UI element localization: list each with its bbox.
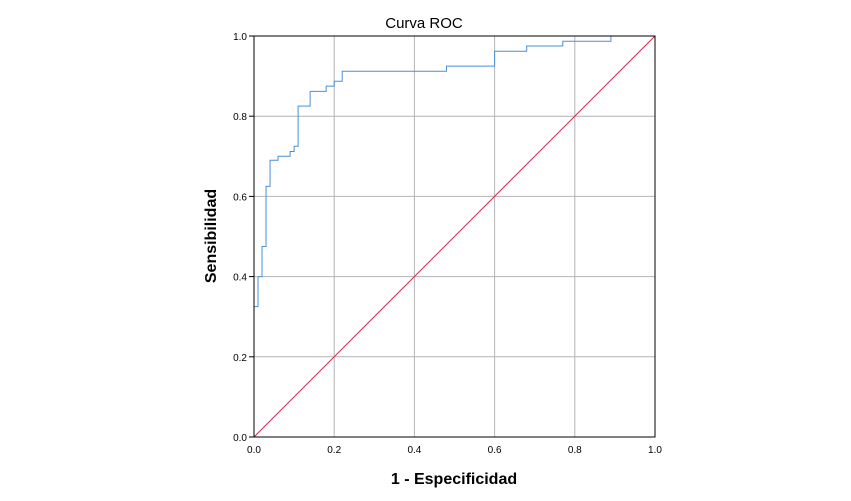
x-axis-label: 1 - Especificidad <box>391 471 517 488</box>
reference-diagonal-line <box>253 35 656 438</box>
x-tick-label: 0.0 <box>247 445 261 456</box>
x-tick-label: 1.0 <box>648 445 662 456</box>
y-tick-label: 0.2 <box>233 353 247 364</box>
ticks: 0.0 0.2 0.4 0.6 0.8 1.0 0.0 0.2 0.4 0.6 0.8 1.0 <box>233 32 662 456</box>
grid <box>254 36 655 437</box>
y-tick-label: 1.0 <box>233 32 247 43</box>
series-group <box>253 35 656 438</box>
x-tick-label: 0.6 <box>488 445 502 456</box>
chart-title: Curva ROC <box>385 15 463 32</box>
y-tick-label: 0.8 <box>233 112 247 123</box>
x-tick-label: 0.8 <box>568 445 582 456</box>
x-tick-label: 0.4 <box>407 445 421 456</box>
y-axis-label: Sensibilidad <box>203 189 220 283</box>
plot-frame <box>253 35 656 438</box>
x-tick-label: 0.2 <box>327 445 341 456</box>
roc-curve-line <box>253 35 655 437</box>
y-tick-label: 0.6 <box>233 192 247 203</box>
y-tick-label: 0.4 <box>233 273 247 284</box>
y-tick-label: 0.0 <box>233 433 247 444</box>
